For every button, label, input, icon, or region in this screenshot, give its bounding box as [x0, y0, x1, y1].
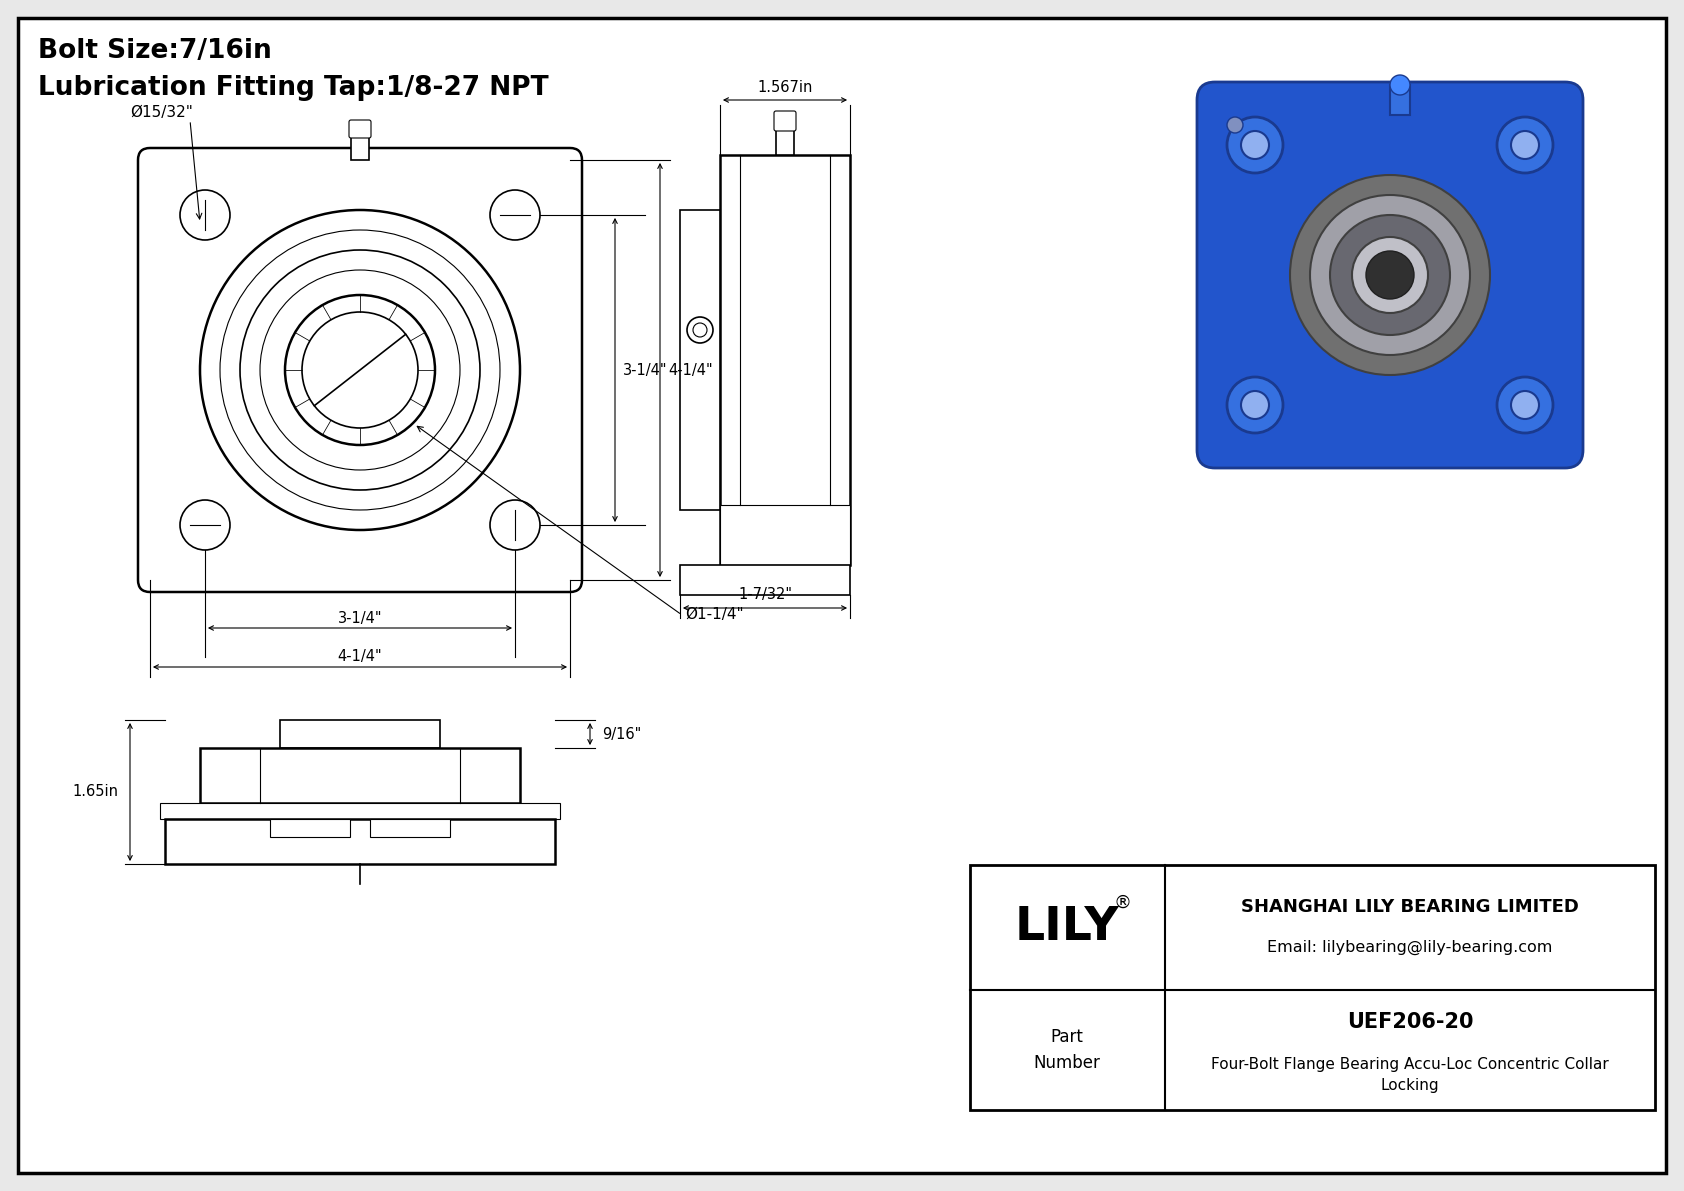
Circle shape	[180, 500, 231, 550]
Text: 9/16": 9/16"	[601, 727, 642, 742]
Text: 3-1/4": 3-1/4"	[623, 362, 667, 378]
Circle shape	[1497, 378, 1553, 434]
Bar	[370, 819, 450, 837]
Circle shape	[1228, 378, 1283, 434]
Circle shape	[490, 500, 541, 550]
Text: SHANGHAI LILY BEARING LIMITED: SHANGHAI LILY BEARING LIMITED	[1241, 898, 1580, 916]
FancyBboxPatch shape	[349, 120, 370, 138]
Circle shape	[1228, 117, 1283, 173]
Text: LILY: LILY	[1015, 904, 1120, 949]
Text: 4-1/4": 4-1/4"	[338, 649, 382, 663]
Text: 1.65in: 1.65in	[72, 785, 118, 799]
Circle shape	[1366, 251, 1415, 299]
Circle shape	[1511, 131, 1539, 160]
Circle shape	[1228, 117, 1243, 133]
Bar	[1064, 35, 1655, 475]
FancyBboxPatch shape	[775, 111, 797, 131]
Text: 4-1/4": 4-1/4"	[669, 362, 712, 378]
Circle shape	[1241, 131, 1270, 160]
Circle shape	[490, 191, 541, 241]
Circle shape	[1511, 391, 1539, 419]
Text: Bolt Size:7/16in: Bolt Size:7/16in	[39, 38, 271, 64]
Bar	[350, 135, 369, 160]
Circle shape	[1330, 216, 1450, 335]
Circle shape	[1497, 117, 1553, 173]
FancyBboxPatch shape	[1197, 82, 1583, 468]
Bar	[165, 819, 556, 863]
Text: Ø15/32": Ø15/32"	[130, 105, 194, 119]
Bar	[269, 819, 350, 837]
Circle shape	[301, 312, 418, 428]
Circle shape	[285, 295, 434, 445]
Circle shape	[1352, 237, 1428, 313]
Bar	[776, 127, 793, 155]
Circle shape	[1389, 75, 1410, 95]
Bar	[200, 748, 520, 803]
Circle shape	[694, 323, 707, 337]
Text: UEF206-20: UEF206-20	[1347, 1012, 1474, 1031]
Text: Ø1-1/4": Ø1-1/4"	[685, 607, 744, 623]
Bar	[970, 865, 1655, 1110]
Bar	[280, 721, 440, 748]
Circle shape	[180, 191, 231, 241]
Bar	[680, 565, 850, 596]
Circle shape	[1290, 175, 1490, 375]
Text: Four-Bolt Flange Bearing Accu-Loc Concentric Collar
Locking: Four-Bolt Flange Bearing Accu-Loc Concen…	[1211, 1056, 1608, 1093]
Text: Part
Number: Part Number	[1034, 1028, 1100, 1072]
Text: Email: lilybearing@lily-bearing.com: Email: lilybearing@lily-bearing.com	[1268, 940, 1553, 955]
Bar	[721, 155, 850, 565]
Circle shape	[241, 250, 480, 490]
Text: 3-1/4": 3-1/4"	[338, 611, 382, 625]
Circle shape	[1310, 195, 1470, 355]
Circle shape	[687, 317, 712, 343]
FancyBboxPatch shape	[138, 148, 583, 592]
Text: Lubrication Fitting Tap:1/8-27 NPT: Lubrication Fitting Tap:1/8-27 NPT	[39, 75, 549, 101]
Text: 1-7/32": 1-7/32"	[738, 587, 791, 603]
Bar	[680, 210, 721, 510]
Circle shape	[1241, 391, 1270, 419]
Bar	[721, 505, 850, 565]
Text: ®: ®	[1115, 894, 1132, 912]
Bar	[160, 803, 561, 819]
Bar	[1389, 85, 1410, 116]
Text: 1.567in: 1.567in	[758, 81, 813, 95]
Circle shape	[200, 210, 520, 530]
